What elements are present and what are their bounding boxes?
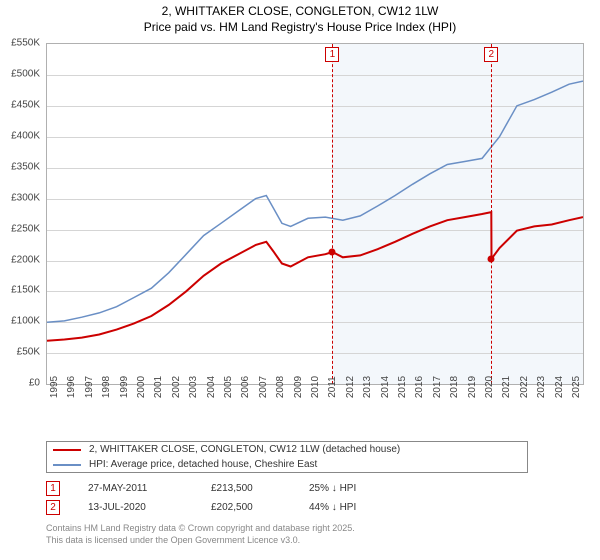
sales-row: 2 13-JUL-2020 £202,500 44% ↓ HPI <box>46 498 600 517</box>
title-line-2: Price paid vs. HM Land Registry's House … <box>0 20 600 36</box>
x-tick-label: 2012 <box>345 376 356 398</box>
x-tick-label: 1999 <box>119 376 130 398</box>
x-tick-label: 2021 <box>501 376 512 398</box>
x-tick-label: 2001 <box>153 376 164 398</box>
x-tick-label: 2005 <box>223 376 234 398</box>
x-tick-label: 2025 <box>571 376 582 398</box>
legend-swatch <box>53 464 81 466</box>
marker-line <box>491 44 492 384</box>
footer-line-2: This data is licensed under the Open Gov… <box>46 535 600 547</box>
x-tick-label: 2011 <box>327 376 338 398</box>
x-tick-label: 2020 <box>484 376 495 398</box>
chart-container: 2, WHITTAKER CLOSE, CONGLETON, CW12 1LW … <box>0 0 600 547</box>
y-tick-label: £0 <box>2 378 40 389</box>
legend-row: 2, WHITTAKER CLOSE, CONGLETON, CW12 1LW … <box>47 442 527 457</box>
x-tick-label: 2015 <box>397 376 408 398</box>
y-tick-label: £250K <box>2 223 40 234</box>
marker-line <box>332 44 333 384</box>
footer-line-1: Contains HM Land Registry data © Crown c… <box>46 523 600 535</box>
y-tick-label: £500K <box>2 69 40 80</box>
x-tick-label: 2007 <box>258 376 269 398</box>
legend-label: 2, WHITTAKER CLOSE, CONGLETON, CW12 1LW … <box>89 444 400 455</box>
sales-delta: 44% ↓ HPI <box>309 502 389 513</box>
x-tick-label: 2004 <box>206 376 217 398</box>
y-tick-label: £200K <box>2 254 40 265</box>
footer: Contains HM Land Registry data © Crown c… <box>46 523 600 546</box>
plot-area <box>46 43 584 385</box>
x-tick-label: 2008 <box>275 376 286 398</box>
y-tick-label: £450K <box>2 100 40 111</box>
sale-dot <box>329 249 336 256</box>
marker-label: 1 <box>325 47 339 62</box>
sales-delta: 25% ↓ HPI <box>309 483 389 494</box>
legend-row: HPI: Average price, detached house, Ches… <box>47 457 527 472</box>
x-tick-label: 2014 <box>380 376 391 398</box>
sales-index: 2 <box>46 500 60 515</box>
x-tick-label: 1997 <box>84 376 95 398</box>
x-tick-label: 2000 <box>136 376 147 398</box>
x-tick-label: 2006 <box>240 376 251 398</box>
legend: 2, WHITTAKER CLOSE, CONGLETON, CW12 1LW … <box>46 441 528 473</box>
marker-label: 2 <box>484 47 498 62</box>
x-tick-label: 2013 <box>362 376 373 398</box>
title-block: 2, WHITTAKER CLOSE, CONGLETON, CW12 1LW … <box>0 0 600 37</box>
sales-price: £202,500 <box>211 502 281 513</box>
title-line-1: 2, WHITTAKER CLOSE, CONGLETON, CW12 1LW <box>0 4 600 20</box>
x-tick-label: 2009 <box>293 376 304 398</box>
sale-dot <box>488 256 495 263</box>
legend-swatch <box>53 449 81 451</box>
x-tick-label: 2010 <box>310 376 321 398</box>
x-tick-label: 2003 <box>188 376 199 398</box>
sales-date: 27-MAY-2011 <box>88 483 183 494</box>
y-tick-label: £300K <box>2 192 40 203</box>
x-tick-label: 2002 <box>171 376 182 398</box>
x-tick-label: 1996 <box>66 376 77 398</box>
y-tick-label: £100K <box>2 316 40 327</box>
y-tick-label: £350K <box>2 161 40 172</box>
series-svg <box>47 44 583 384</box>
y-tick-label: £150K <box>2 285 40 296</box>
chart-area: £0 £50K £100K £150K £200K £250K £300K £350K £400… <box>0 37 600 437</box>
x-tick-label: 2018 <box>449 376 460 398</box>
series-price <box>47 212 583 341</box>
y-tick-label: £400K <box>2 130 40 141</box>
sales-index: 1 <box>46 481 60 496</box>
sales-row: 1 27-MAY-2011 £213,500 25% ↓ HPI <box>46 479 600 498</box>
x-tick-label: 1995 <box>49 376 60 398</box>
y-tick-label: £550K <box>2 38 40 49</box>
sales-price: £213,500 <box>211 483 281 494</box>
sales-date: 13-JUL-2020 <box>88 502 183 513</box>
legend-label: HPI: Average price, detached house, Ches… <box>89 459 317 470</box>
series-hpi <box>47 81 583 322</box>
x-tick-label: 2019 <box>467 376 478 398</box>
y-tick-label: £50K <box>2 347 40 358</box>
sales-table: 1 27-MAY-2011 £213,500 25% ↓ HPI 2 13-JUL-202… <box>46 479 600 517</box>
x-tick-label: 2024 <box>554 376 565 398</box>
x-tick-label: 2017 <box>432 376 443 398</box>
x-tick-label: 1998 <box>101 376 112 398</box>
x-tick-label: 2023 <box>536 376 547 398</box>
x-tick-label: 2022 <box>519 376 530 398</box>
x-tick-label: 2016 <box>414 376 425 398</box>
